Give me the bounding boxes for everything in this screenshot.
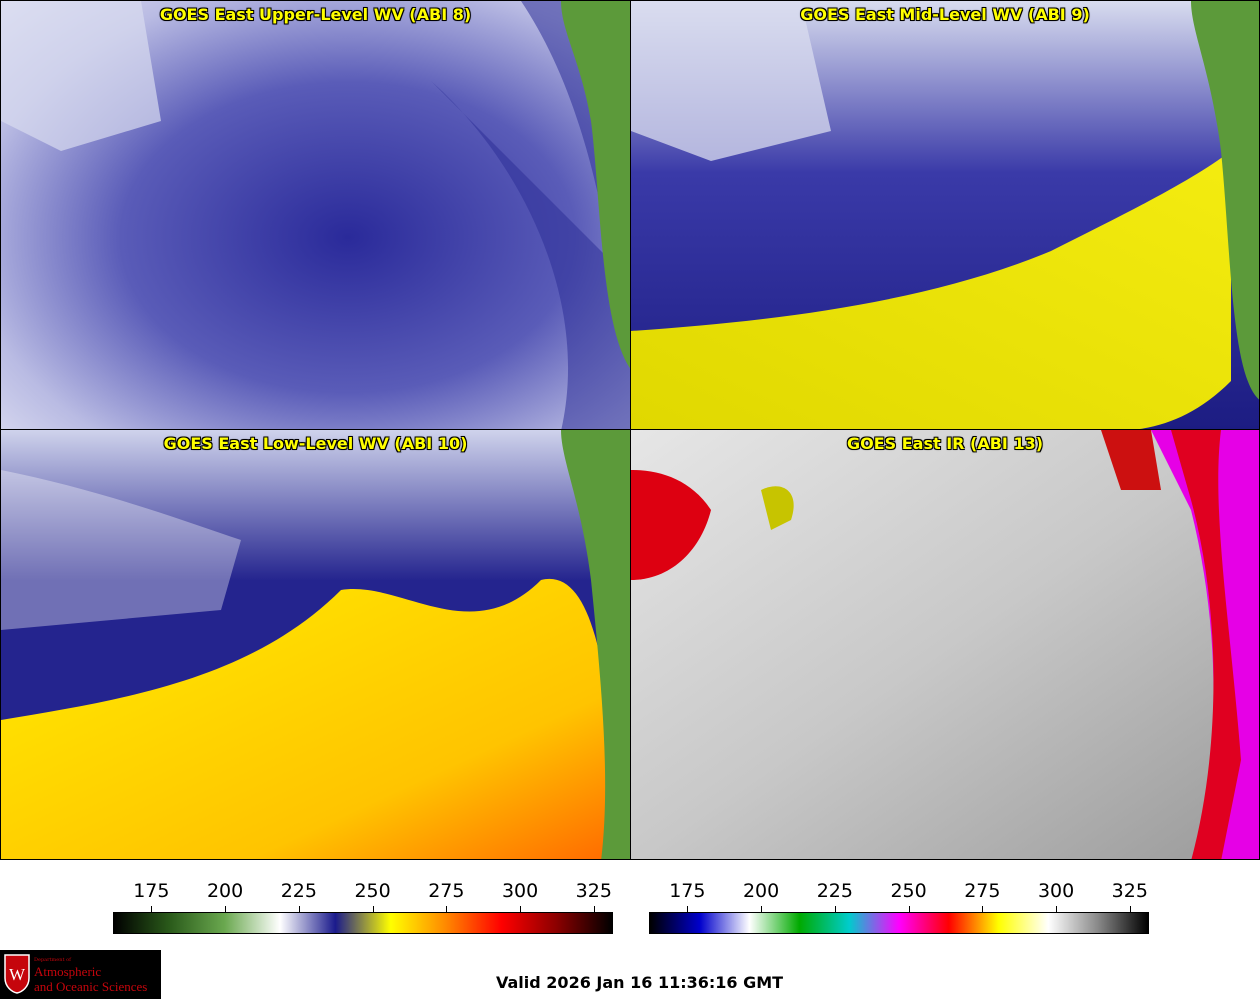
low-level-wv-image [1,430,630,859]
wv-tick-mark [298,906,300,912]
ir-colorbar-gradient [649,912,1149,934]
wv-tick-mark [593,906,595,912]
wv-colorbar-tick-labels: 175 200 225 250 275 300 325 [113,880,613,904]
ir-tick-mark [908,906,910,912]
logo-letter: W [9,965,26,984]
aos-logo: W Department of Atmospheric and Oceanic … [0,950,161,999]
valid-time-label: Valid 2026 Jan 16 11:36:16 GMT [496,973,784,992]
logo-line-1: Atmospheric [34,964,102,979]
ir-tick-mark [834,906,836,912]
wv-tick-label: 325 [575,880,612,902]
panel-upper-level-wv: GOES East Upper-Level WV (ABI 8) [0,0,631,430]
panel-low-level-wv: GOES East Low-Level WV (ABI 10) [0,429,631,860]
ir-tick-mark [687,906,689,912]
panel-ir: GOES East IR (ABI 13) [630,429,1260,860]
ir-tick-label: 275 [964,880,1001,902]
ir-tick-mark [761,906,763,912]
uw-crest-icon: W [4,954,30,994]
ir-tick-label: 325 [1111,880,1148,902]
logo-department-label: Department of [34,957,71,963]
wv-tick-label: 275 [428,880,465,902]
mid-level-wv-title: GOES East Mid-Level WV (ABI 9) [800,5,1090,24]
wv-tick-mark [520,906,522,912]
wv-tick-label: 200 [206,880,244,902]
ir-colorbar: 175 200 225 250 275 300 325 [649,880,1149,940]
wv-tick-label: 250 [354,880,391,902]
ir-tick-mark [982,906,984,912]
ir-tick-mark [1056,906,1058,912]
wv-tick-mark [446,906,448,912]
ir-colorbar-tick-labels: 175 200 225 250 275 300 325 [649,880,1149,904]
wv-tick-mark [225,906,227,912]
logo-line-2: and Oceanic Sciences [34,979,148,994]
wv-tick-label: 300 [501,880,539,902]
wv-tick-label: 175 [133,880,170,902]
ir-tick-label: 225 [816,880,853,902]
ir-title: GOES East IR (ABI 13) [846,434,1044,453]
wv-tick-mark [372,906,374,912]
wv-tick-label: 225 [280,880,317,902]
wv-colorbar: 175 200 225 250 275 300 325 [113,880,613,940]
upper-level-wv-title: GOES East Upper-Level WV (ABI 8) [159,5,472,24]
low-level-wv-title: GOES East Low-Level WV (ABI 10) [163,434,468,453]
wv-colorbar-gradient [113,912,613,934]
ir-tick-label: 175 [669,880,706,902]
panel-mid-level-wv: GOES East Mid-Level WV (ABI 9) [630,0,1260,430]
ir-tick-label: 200 [742,880,780,902]
upper-level-wv-image [1,1,630,429]
ir-tick-label: 250 [890,880,927,902]
ir-image [631,430,1259,859]
ir-tick-mark [1129,906,1131,912]
ir-tick-label: 300 [1037,880,1075,902]
wv-tick-mark [151,906,153,912]
mid-level-wv-image [631,1,1259,429]
